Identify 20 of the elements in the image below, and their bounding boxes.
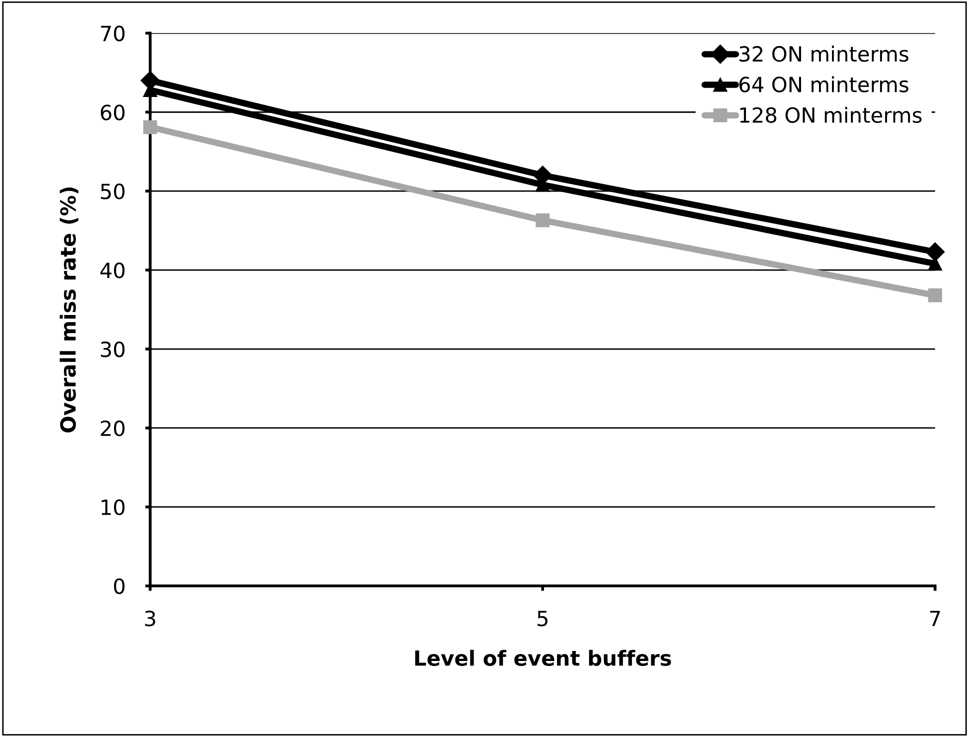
y-tick-label: 30 <box>100 341 125 358</box>
point <box>928 288 942 302</box>
y-tick-label: 50 <box>100 184 125 200</box>
point <box>143 120 158 134</box>
y-tick-label: 40 <box>100 262 125 278</box>
y-tick-label: 10 <box>102 499 125 516</box>
x-tick-label: 7 <box>930 610 940 626</box>
y-tick-label: 20 <box>100 420 125 436</box>
point <box>926 242 945 262</box>
legend-label: 32 ON minterms <box>740 46 908 62</box>
point <box>536 213 550 228</box>
legend-label: 128 ON minterms <box>740 106 922 123</box>
x-tick-label: 3 <box>145 610 156 626</box>
x-axis-title: Level of event buffers <box>415 650 672 666</box>
y-tick-label: 60 <box>100 104 125 120</box>
y-axis-title: Overall miss rate (%) <box>60 187 78 432</box>
y-tick-label: 70 <box>101 26 125 42</box>
x-tick-label: 5 <box>538 610 548 626</box>
legend-label: 64 ON minterms <box>739 76 908 92</box>
y-tick-label: 0 <box>114 578 125 594</box>
